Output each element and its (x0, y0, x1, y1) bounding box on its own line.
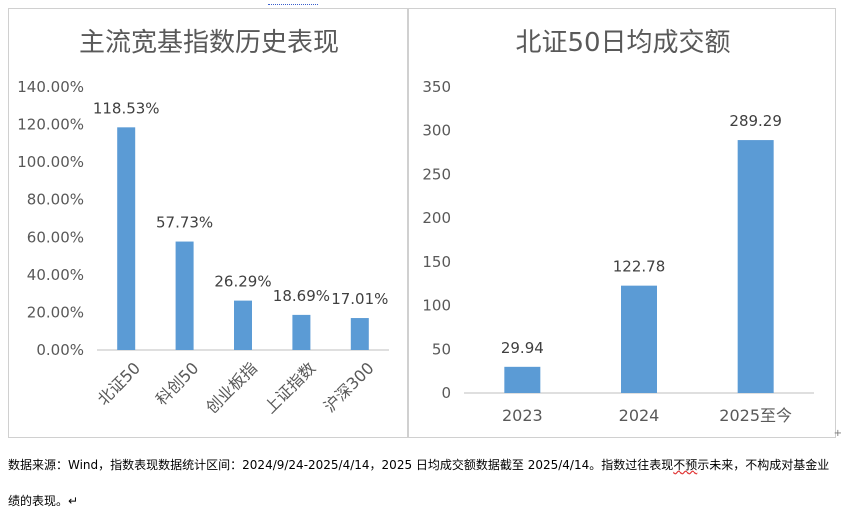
category-label: 科创50 (152, 358, 202, 408)
category-label: 2025至今 (719, 406, 792, 425)
selection-marker (268, 0, 318, 5)
category-label: 上证指数 (261, 358, 320, 417)
bar (292, 314, 311, 350)
paragraph-mark: ↵ (68, 494, 79, 508)
y-tick-label: 100.00% (17, 153, 84, 171)
source-note-text: 数据来源：Wind，指数表现数据统计区间：2024/9/24-2025/4/14… (8, 458, 674, 472)
y-tick-label: 0.00% (36, 341, 84, 359)
y-tick-label: 80.00% (27, 191, 84, 209)
index-performance-chart: 主流宽基指数历史表现 0.00% 20.00% 40.00% 60.00% 80.00% 1… (17, 28, 389, 417)
bar (621, 285, 657, 393)
data-label: 26.29% (214, 273, 271, 291)
bar (117, 127, 136, 350)
bar (234, 300, 252, 350)
source-note-underlined-text: 不预 (673, 458, 698, 472)
data-label: 57.73% (156, 214, 213, 232)
category-label: 沪深300 (320, 358, 378, 416)
category-label: 2023 (502, 406, 543, 425)
y-tick-label: 60.00% (27, 228, 84, 246)
y-tick-label: 0 (441, 384, 451, 402)
corner-mark: + (833, 428, 842, 439)
y-tick-label: 140.00% (17, 78, 84, 96)
y-tick-label: 20.00% (27, 303, 84, 321)
y-tick-label: 200 (422, 209, 451, 227)
y-tick-label: 350 (422, 78, 451, 96)
y-tick-label: 120.00% (17, 116, 84, 134)
category-label: 北证50 (94, 358, 144, 408)
bar (350, 318, 369, 350)
y-tick-label: 50 (432, 340, 451, 358)
y-tick-label: 40.00% (27, 266, 84, 284)
y-tick-label: 250 (422, 165, 451, 183)
data-label: 122.78 (613, 258, 666, 276)
bar (175, 241, 194, 350)
data-label: 29.94 (501, 339, 544, 357)
y-tick-label: 100 (422, 297, 451, 315)
data-label: 289.29 (729, 112, 782, 130)
category-label: 创业板指 (202, 358, 261, 417)
bar (737, 140, 774, 393)
data-label: 17.01% (331, 290, 388, 308)
bar (504, 366, 541, 393)
chart-panel-index-performance: 主流宽基指数历史表现 0.00% 20.00% 40.00% 60.00% 80.00% 1… (8, 8, 408, 438)
chart-panel-daily-turnover: 北证50日均成交额 0 50 100 150 200 250 300 350 29.94 2023 1… (408, 8, 836, 438)
data-label: 118.53% (93, 99, 160, 117)
y-tick-label: 300 (422, 122, 451, 140)
daily-turnover-chart: 北证50日均成交额 0 50 100 150 200 250 300 350 29.94 2023 1… (422, 28, 814, 425)
y-tick-label: 150 (422, 253, 451, 271)
category-label: 2024 (619, 406, 660, 425)
source-note: 数据来源：Wind，指数表现数据统计区间：2024/9/24-2025/4/14… (8, 447, 838, 519)
data-label: 18.69% (273, 287, 330, 305)
chart-title: 主流宽基指数历史表现 (79, 28, 339, 58)
chart-title: 北证50日均成交额 (515, 28, 730, 58)
